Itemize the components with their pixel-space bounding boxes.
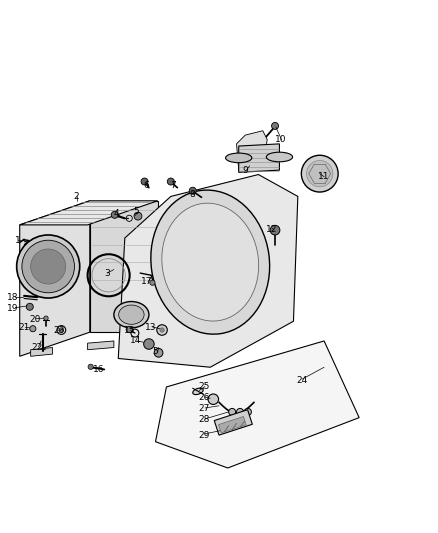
Text: 1: 1 [14,236,21,245]
Circle shape [244,408,251,415]
Circle shape [22,240,74,293]
Ellipse shape [162,203,259,321]
Bar [219,416,246,433]
Text: 21: 21 [18,324,30,332]
Bar [214,410,252,435]
Text: 26: 26 [198,393,209,402]
Text: 6: 6 [144,181,150,190]
Text: 13: 13 [145,324,157,332]
Circle shape [208,394,219,405]
Text: 18: 18 [7,293,19,302]
Text: 7: 7 [170,181,176,190]
Circle shape [44,316,48,320]
Text: 25: 25 [198,383,209,391]
Text: 20: 20 [29,314,41,324]
Circle shape [307,160,333,187]
Text: 5: 5 [133,207,139,216]
Polygon shape [239,144,279,172]
Ellipse shape [151,190,270,334]
Circle shape [26,303,33,310]
Circle shape [229,408,236,415]
Polygon shape [20,201,90,356]
Text: 8: 8 [190,190,196,199]
Text: 27: 27 [198,405,209,414]
Polygon shape [155,341,359,468]
Text: 29: 29 [198,431,209,440]
Polygon shape [31,348,53,356]
Circle shape [17,235,80,298]
Text: 24: 24 [297,376,308,385]
Polygon shape [88,341,114,350]
Text: 4: 4 [113,209,119,219]
Circle shape [167,178,174,185]
Polygon shape [237,131,267,170]
Ellipse shape [119,305,144,324]
Text: 15: 15 [124,326,135,335]
Text: 17: 17 [141,277,152,286]
Text: 28: 28 [198,415,209,424]
Text: 9: 9 [242,166,248,175]
Text: 23: 23 [53,326,65,335]
Circle shape [144,339,154,349]
Text: 14: 14 [130,336,141,345]
Circle shape [272,123,279,130]
Circle shape [189,187,196,194]
Ellipse shape [266,152,293,162]
Polygon shape [20,201,158,225]
Polygon shape [118,174,298,367]
Circle shape [30,326,36,332]
Circle shape [59,328,64,332]
Circle shape [88,364,93,369]
Text: 22: 22 [32,343,43,352]
Circle shape [31,249,66,284]
Circle shape [301,155,338,192]
Circle shape [150,280,155,285]
Circle shape [126,327,132,333]
Ellipse shape [114,302,149,328]
Text: 16: 16 [93,365,104,374]
Text: 2: 2 [74,192,79,201]
Circle shape [160,328,164,332]
Text: 10: 10 [275,135,286,144]
Text: 3: 3 [104,269,110,278]
Circle shape [141,178,148,185]
Text: 5: 5 [152,348,159,357]
Circle shape [157,325,167,335]
Circle shape [111,211,118,219]
Ellipse shape [226,153,252,163]
Ellipse shape [193,388,203,394]
Text: 12: 12 [266,225,277,234]
Circle shape [237,408,244,415]
Circle shape [154,349,163,357]
Text: 11: 11 [318,172,330,181]
Circle shape [134,212,142,220]
Polygon shape [90,201,158,332]
Circle shape [270,225,280,235]
Text: 19: 19 [7,304,19,313]
